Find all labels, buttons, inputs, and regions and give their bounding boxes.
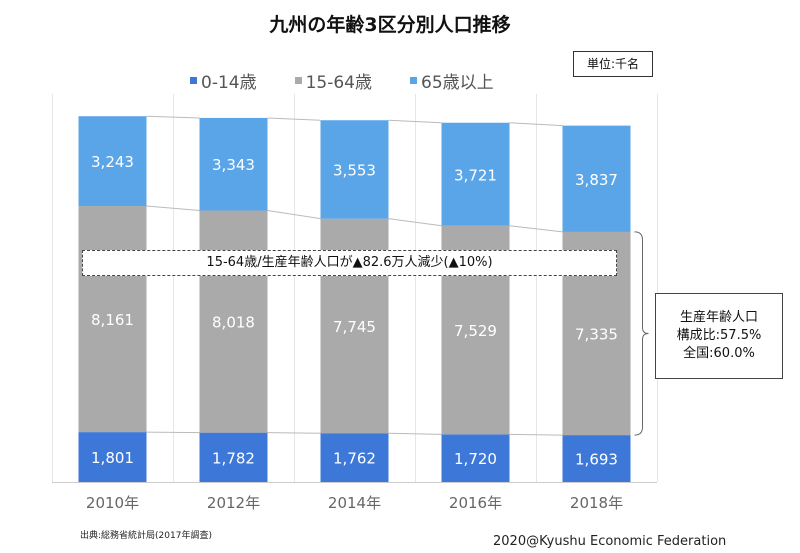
bracket xyxy=(634,231,649,436)
data-label: 3,721 xyxy=(454,166,497,184)
connector-line xyxy=(388,432,442,435)
connector-line xyxy=(267,210,321,220)
connector-line xyxy=(388,218,442,227)
callout-line: 全国:60.0% xyxy=(683,346,755,361)
connector-line xyxy=(388,119,442,124)
legend-swatch xyxy=(190,77,197,84)
data-label: 7,335 xyxy=(575,326,618,344)
connector-line xyxy=(509,122,563,127)
connector-line xyxy=(267,117,321,121)
connector-line xyxy=(267,432,321,434)
legend-item: 0-14歳 xyxy=(190,68,257,93)
connector-line xyxy=(509,225,563,233)
legend-item: 15-64歳 xyxy=(294,68,372,93)
legend-swatch xyxy=(294,77,302,84)
data-label: 3,553 xyxy=(333,161,376,179)
bar-0-14歳 xyxy=(78,432,147,482)
bar-0-14歳 xyxy=(441,434,510,482)
callout-line: 構成比:57.5% xyxy=(676,328,762,343)
data-label: 3,343 xyxy=(212,156,255,174)
legend: 0-14歳 15-64歳 65歳以上 xyxy=(190,68,494,93)
legend-item: 65歳以上 xyxy=(410,68,494,93)
x-tick-label: 2010年 xyxy=(86,494,139,512)
bar-65歳以上 xyxy=(441,122,510,226)
legend-swatch xyxy=(410,77,417,84)
data-label: 1,762 xyxy=(333,450,376,468)
callout-box: 生産年齢人口 構成比:57.5% 全国:60.0% xyxy=(655,293,783,379)
bar-15-64歳 xyxy=(199,210,268,433)
chart-title: 九州の年齢3区分別人口推移 xyxy=(269,14,511,36)
data-label: 3,837 xyxy=(575,171,618,189)
data-label: 1,693 xyxy=(575,451,618,469)
data-label: 1,782 xyxy=(212,449,255,467)
data-label: 7,745 xyxy=(333,318,376,336)
bar-0-14歳 xyxy=(320,433,389,482)
data-label: 1,720 xyxy=(454,450,497,468)
unit-label: 単位:千名 xyxy=(573,51,653,77)
bar-65歳以上 xyxy=(562,125,631,232)
connector-line xyxy=(146,205,200,212)
source-note: 出典:総務省統計局(2017年調査) xyxy=(80,531,212,541)
data-label: 8,161 xyxy=(91,311,134,329)
legend-label: 65歳以上 xyxy=(421,73,494,93)
connector-line xyxy=(146,115,200,119)
connector-line xyxy=(509,433,563,436)
bar-65歳以上 xyxy=(320,120,389,219)
bar-0-14歳 xyxy=(562,435,631,482)
callout-line: 生産年齢人口 xyxy=(679,310,758,325)
bar-0-14歳 xyxy=(199,432,268,482)
data-label: 3,243 xyxy=(91,153,134,171)
connector-line xyxy=(146,431,200,434)
credit: 2020@Kyushu Economic Federation xyxy=(493,534,727,549)
bar-65歳以上 xyxy=(199,117,268,211)
data-label: 7,529 xyxy=(454,322,497,340)
bar-65歳以上 xyxy=(78,116,147,207)
data-label: 8,018 xyxy=(212,314,255,332)
bar-15-64歳 xyxy=(78,206,147,433)
annotation-box: 15-64歳/生産年齢人口が▲82.6万人減少(▲10%) xyxy=(82,250,617,276)
x-tick-label: 2018年 xyxy=(570,494,623,512)
data-label: 1,801 xyxy=(91,449,134,467)
legend-label: 15-64歳 xyxy=(305,73,372,93)
legend-label: 0-14歳 xyxy=(201,73,257,93)
x-tick-label: 2012年 xyxy=(207,494,260,512)
x-tick-label: 2014年 xyxy=(328,494,381,512)
x-tick-label: 2016年 xyxy=(449,494,502,512)
